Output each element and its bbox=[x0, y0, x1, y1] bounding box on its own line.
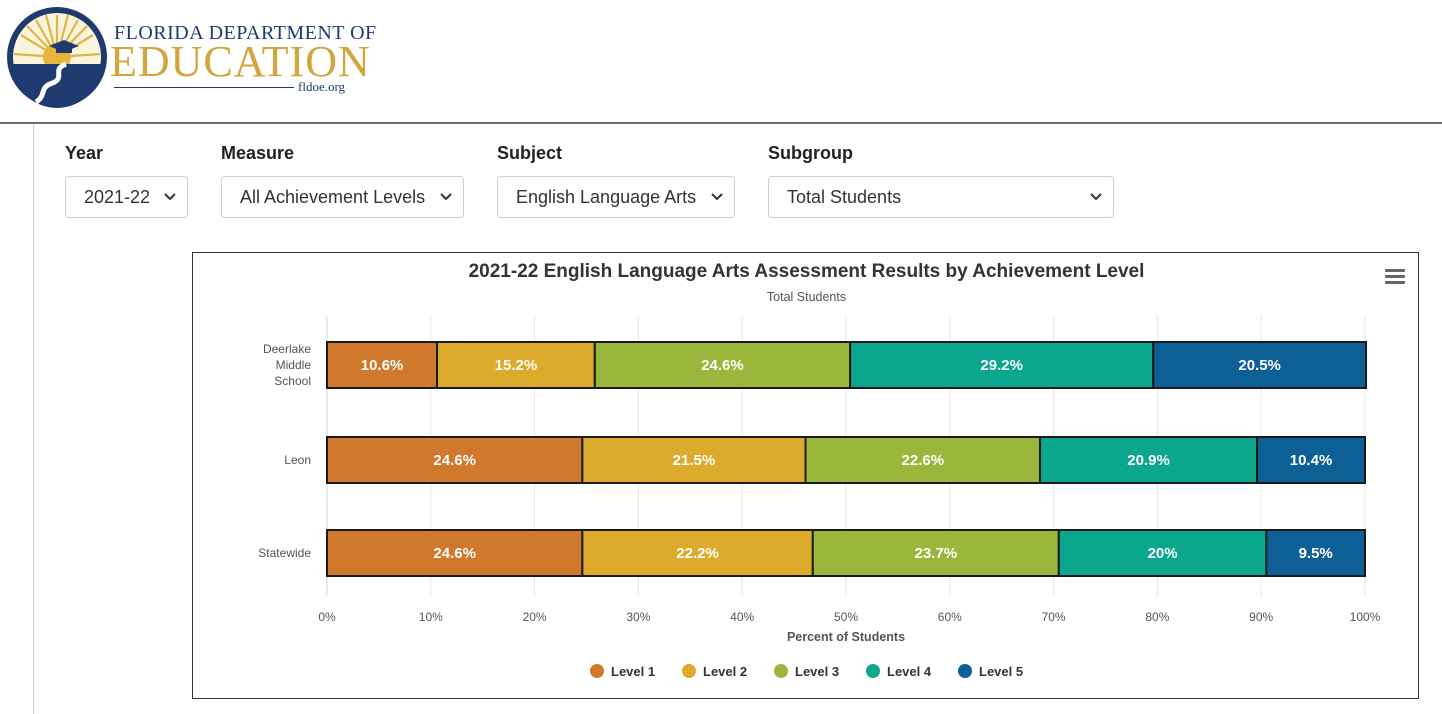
subject-select-value: English Language Arts bbox=[516, 187, 697, 207]
x-tick-label: 50% bbox=[834, 610, 858, 624]
data-label: 15.2% bbox=[495, 357, 538, 374]
logo-text-line2: EDUCATION bbox=[110, 37, 371, 86]
bar-segment bbox=[849, 341, 1155, 389]
legend-marker bbox=[590, 664, 604, 678]
measure-label: Measure bbox=[221, 143, 295, 163]
x-tick-label: 40% bbox=[730, 610, 754, 624]
stacked-bar-chart: 0% 10% 20% 30% 40% 50% 60% 70% 80% 90% 100% Percent… bbox=[258, 316, 1381, 679]
logo-url: fldoe.org bbox=[298, 79, 346, 94]
bar-segment bbox=[1057, 529, 1268, 577]
bar-segment bbox=[1256, 436, 1366, 484]
measure-select-value: All Achievement Levels bbox=[240, 187, 426, 207]
bar-segment bbox=[811, 529, 1060, 577]
chevron-down-icon bbox=[164, 193, 176, 201]
logo-divider bbox=[114, 87, 294, 88]
chevron-down-icon bbox=[711, 193, 723, 201]
data-label: 24.6% bbox=[433, 452, 476, 469]
data-label: 24.6% bbox=[701, 357, 744, 374]
bar-segment bbox=[1152, 341, 1368, 389]
legend-marker bbox=[682, 664, 696, 678]
subgroup-select-value: Total Students bbox=[787, 187, 902, 207]
fldoe-logo[interactable] bbox=[6, 6, 108, 108]
legend-label: Level 1 bbox=[611, 664, 655, 679]
legend-label: Level 3 bbox=[795, 664, 839, 679]
logo-text-line1: FLORIDA DEPARTMENT OF bbox=[114, 22, 377, 44]
year-select-value: 2021-22 bbox=[84, 187, 151, 207]
data-label: 29.2% bbox=[980, 357, 1023, 374]
x-tick-label: 30% bbox=[626, 610, 650, 624]
data-label: 10.4% bbox=[1290, 452, 1333, 469]
legend-label: Level 2 bbox=[703, 664, 747, 679]
header-divider bbox=[0, 122, 1442, 124]
chevron-down-icon bbox=[440, 193, 452, 201]
data-label: 21.5% bbox=[673, 452, 716, 469]
data-label: 20.5% bbox=[1238, 357, 1281, 374]
subgroup-select[interactable]: Total Students bbox=[768, 176, 1114, 218]
data-label: 23.7% bbox=[915, 545, 958, 562]
bar-segment bbox=[581, 529, 814, 577]
measure-filter: Measure All Achievement Levels bbox=[221, 142, 464, 218]
legend-marker bbox=[866, 664, 880, 678]
subgroup-label: Subgroup bbox=[768, 143, 853, 163]
data-label: 20% bbox=[1148, 545, 1178, 562]
category-label: Deerlake Middle School bbox=[263, 342, 311, 388]
x-axis-title: Percent of Students bbox=[787, 630, 905, 644]
data-label: 22.2% bbox=[676, 545, 719, 562]
data-label: 9.5% bbox=[1299, 545, 1333, 562]
x-tick-label: 90% bbox=[1249, 610, 1273, 624]
year-filter: Year 2021-22 bbox=[65, 142, 188, 218]
data-label: 20.9% bbox=[1127, 452, 1170, 469]
subgroup-filter: Subgroup Total Students bbox=[768, 142, 1114, 218]
bar-segment bbox=[326, 436, 584, 484]
chart-title: 2021-22 English Language Arts Assessment… bbox=[468, 261, 1145, 282]
chart-container: 2021-22 English Language Arts Assessment… bbox=[192, 252, 1419, 699]
chart-subtitle: Total Students bbox=[766, 290, 847, 304]
legend-marker bbox=[774, 664, 788, 678]
subject-select[interactable]: English Language Arts bbox=[497, 176, 735, 218]
subject-filter: Subject English Language Arts bbox=[497, 142, 735, 218]
x-tick-label: 80% bbox=[1145, 610, 1169, 624]
x-tick-label: 10% bbox=[419, 610, 443, 624]
bar-segment bbox=[593, 341, 852, 389]
bar-segment bbox=[326, 529, 584, 577]
measure-select[interactable]: All Achievement Levels bbox=[221, 176, 464, 218]
data-label: 22.6% bbox=[902, 452, 945, 469]
bar-segment bbox=[1265, 529, 1367, 577]
legend-marker bbox=[958, 664, 972, 678]
hamburger-menu-icon[interactable] bbox=[1385, 269, 1405, 287]
x-tick-label: 70% bbox=[1042, 610, 1066, 624]
category-label: Statewide bbox=[258, 546, 311, 560]
x-tick-label: 20% bbox=[523, 610, 547, 624]
x-tick-label: 60% bbox=[938, 610, 962, 624]
data-label: 24.6% bbox=[433, 545, 476, 562]
bar-segment bbox=[436, 341, 596, 389]
chevron-down-icon bbox=[1090, 193, 1102, 201]
year-select[interactable]: 2021-22 bbox=[65, 176, 188, 218]
legend-label: Level 4 bbox=[887, 664, 932, 679]
x-tick-label: 0% bbox=[318, 610, 336, 624]
year-label: Year bbox=[65, 143, 104, 163]
content-left-border bbox=[33, 124, 34, 714]
site-header: FLORIDA DEPARTMENT OF EDUCATION fldoe.or… bbox=[0, 0, 1442, 122]
x-tick-label: 100% bbox=[1350, 610, 1381, 624]
data-label: 10.6% bbox=[361, 357, 404, 374]
category-label: Leon bbox=[284, 453, 311, 467]
legend-label: Level 5 bbox=[979, 664, 1023, 679]
subject-label: Subject bbox=[497, 143, 563, 163]
